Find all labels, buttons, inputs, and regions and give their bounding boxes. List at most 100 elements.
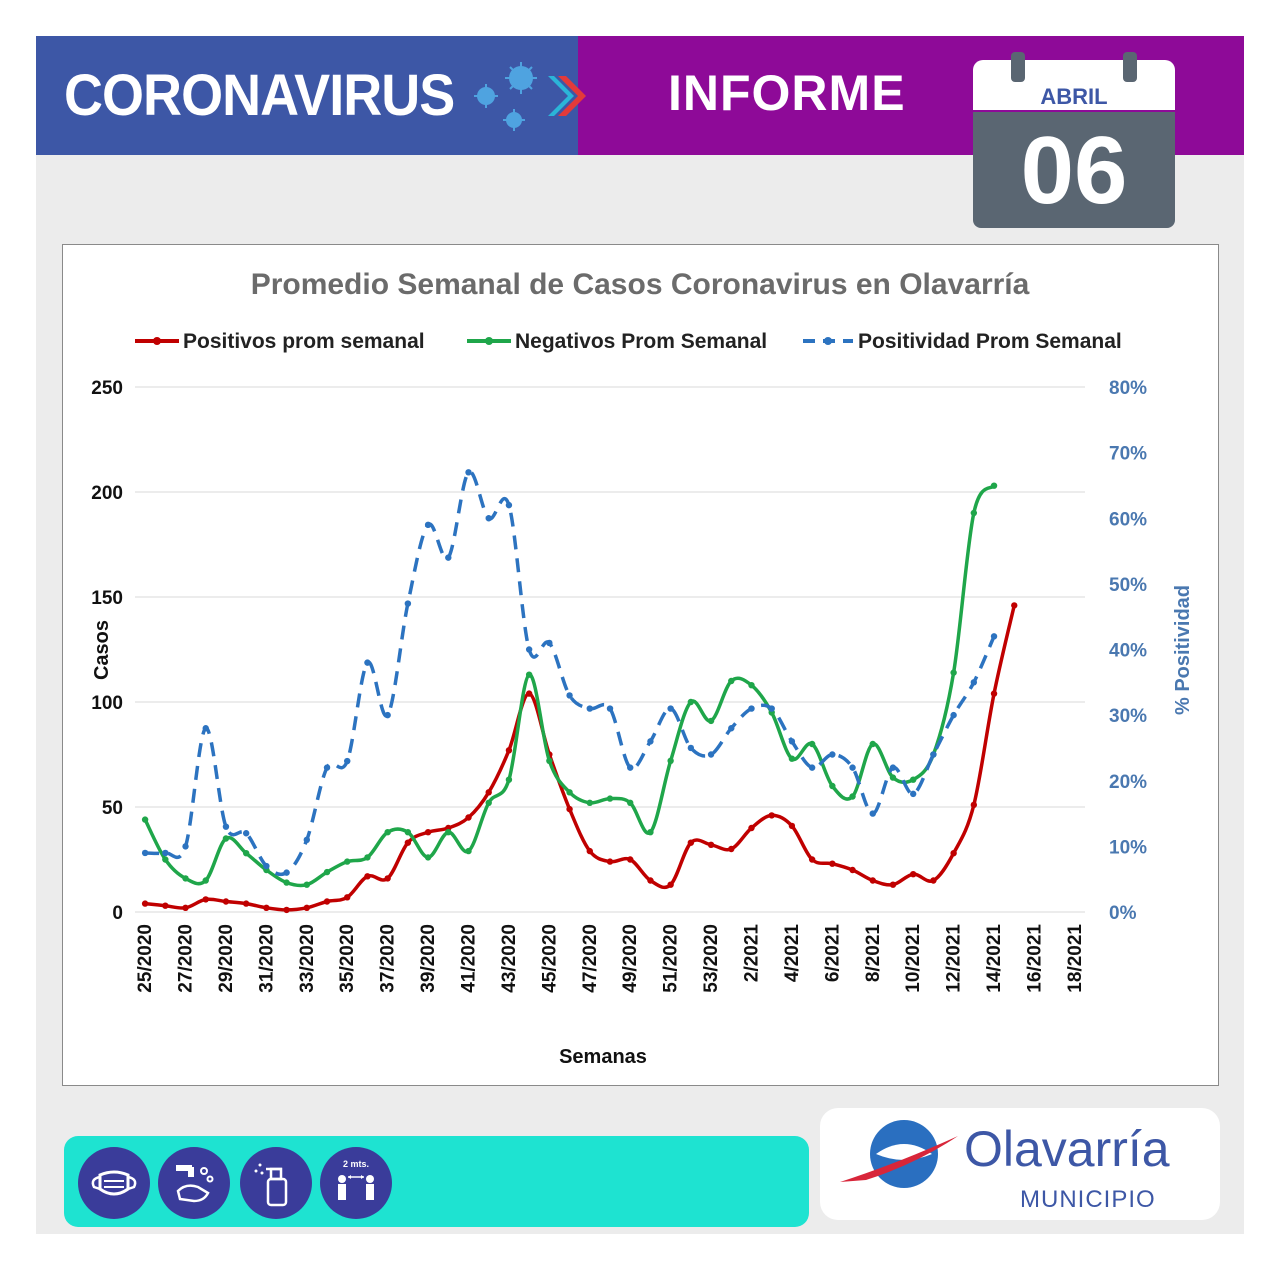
calendar-top <box>973 60 1175 110</box>
series-point-0 <box>525 690 533 697</box>
y2-axis-ticks: 0% 10% 20% 30% 40% 50% 60% 70% 80% <box>1109 378 1147 924</box>
series-point-2 <box>141 849 149 857</box>
x-tick-label: 53/2020 <box>701 924 722 993</box>
series-point-2 <box>505 501 513 509</box>
calendar-ring <box>1123 52 1137 82</box>
series-point-2 <box>162 849 169 857</box>
x-tick-label: 18/2021 <box>1065 924 1086 993</box>
series-point-2 <box>424 521 432 529</box>
series-point-2 <box>242 830 250 837</box>
series-point-2 <box>344 757 351 765</box>
x-tick-label: 31/2020 <box>256 924 277 993</box>
y2-tick-label: 10% <box>1109 837 1147 858</box>
series-point-1 <box>889 774 897 781</box>
series-point-0 <box>788 822 796 830</box>
y2-tick-label: 70% <box>1109 444 1147 465</box>
series-point-0 <box>404 839 412 846</box>
legend-label-positivos: Positivos prom semanal <box>183 330 425 353</box>
y-axis-ticks: 0 50 100 150 200 250 <box>91 378 123 924</box>
series-point-0 <box>930 877 937 884</box>
y-tick-label: 50 <box>102 798 123 819</box>
series-point-2 <box>829 751 836 758</box>
series-line-1 <box>143 484 996 888</box>
calendar-body <box>973 112 1175 228</box>
series-point-2 <box>525 646 533 653</box>
x-axis-label: Semanas <box>559 1046 647 1068</box>
x-tick-label: 33/2020 <box>297 924 318 993</box>
series-point-2 <box>445 554 452 561</box>
series-point-2 <box>808 764 816 771</box>
series-point-2 <box>728 725 735 732</box>
y2-tick-label: 30% <box>1109 706 1147 727</box>
series-point-2 <box>687 744 695 752</box>
header-section-label: INFORME <box>668 65 906 121</box>
series-point-2 <box>546 639 553 647</box>
x-tick-label: 8/2021 <box>863 924 884 983</box>
series-point-2 <box>849 764 856 771</box>
virus-icon <box>474 62 586 131</box>
calendar-month: ABRIL <box>1040 84 1108 109</box>
y2-tick-label: 0% <box>1109 903 1137 924</box>
series-point-1 <box>728 677 735 685</box>
series-point-2 <box>667 705 674 712</box>
series-point-0 <box>707 841 715 848</box>
series-point-0 <box>869 877 876 884</box>
legend-label-positividad: Positividad Prom Semanal <box>858 330 1122 353</box>
x-tick-label: 12/2021 <box>944 924 965 993</box>
sanitizer-icon <box>240 1147 312 1219</box>
x-tick-label: 25/2020 <box>135 924 156 993</box>
legend: Positivos prom semanal Negativos Prom Se… <box>135 330 1122 353</box>
series-point-2 <box>869 810 876 817</box>
series-point-0 <box>970 801 978 809</box>
legend-marker-positivos <box>153 337 161 345</box>
series-point-0 <box>748 824 755 832</box>
series-point-1 <box>566 789 573 796</box>
series-point-2 <box>384 711 391 719</box>
series-point-1 <box>141 816 149 823</box>
series-point-0 <box>768 812 775 819</box>
x-tick-label: 4/2021 <box>782 924 803 983</box>
calendar-ring <box>1011 52 1025 82</box>
series-point-2 <box>182 843 189 850</box>
series-point-1 <box>990 482 998 489</box>
series-point-1 <box>647 829 654 836</box>
series-point-0 <box>990 690 998 697</box>
series-point-0 <box>606 858 614 865</box>
series-point-0 <box>950 850 957 857</box>
series-point-2 <box>748 705 755 712</box>
series-point-2 <box>627 764 634 771</box>
y2-tick-label: 20% <box>1109 772 1147 793</box>
distance-label: 2 mts. <box>343 1159 369 1169</box>
y-tick-label: 0 <box>112 903 123 924</box>
legend-marker-positividad <box>824 337 832 345</box>
series-point-1 <box>788 755 796 762</box>
x-tick-label: 45/2020 <box>539 924 560 993</box>
series-point-2 <box>586 705 593 712</box>
series-point-0 <box>849 866 856 874</box>
series-point-0 <box>242 900 250 907</box>
x-tick-label: 35/2020 <box>337 924 358 993</box>
series-point-0 <box>384 875 391 882</box>
series-point-1 <box>384 829 391 836</box>
x-tick-label: 10/2021 <box>903 924 924 993</box>
series-point-0 <box>344 894 351 901</box>
series-point-2 <box>990 633 998 640</box>
series-point-0 <box>202 896 209 903</box>
calendar-icon: ABRIL 06 <box>973 52 1175 228</box>
x-tick-label: 43/2020 <box>499 924 520 993</box>
series-point-0 <box>141 900 149 907</box>
y-tick-label: 150 <box>91 588 123 609</box>
logo-name: Olavarría <box>964 1121 1170 1177</box>
series-point-2 <box>263 862 270 870</box>
series-point-0 <box>424 829 432 836</box>
x-tick-label: 37/2020 <box>378 924 399 993</box>
series-point-2 <box>889 764 897 771</box>
series-point-2 <box>647 738 654 745</box>
series-point-0 <box>162 902 169 909</box>
x-tick-label: 29/2020 <box>216 924 237 993</box>
y2-axis-label: % Positividad <box>1172 585 1194 715</box>
distance-icon: 2 mts. <box>320 1147 392 1219</box>
series-point-1 <box>445 829 452 836</box>
series-point-1 <box>182 875 189 882</box>
series-point-1 <box>303 881 311 888</box>
